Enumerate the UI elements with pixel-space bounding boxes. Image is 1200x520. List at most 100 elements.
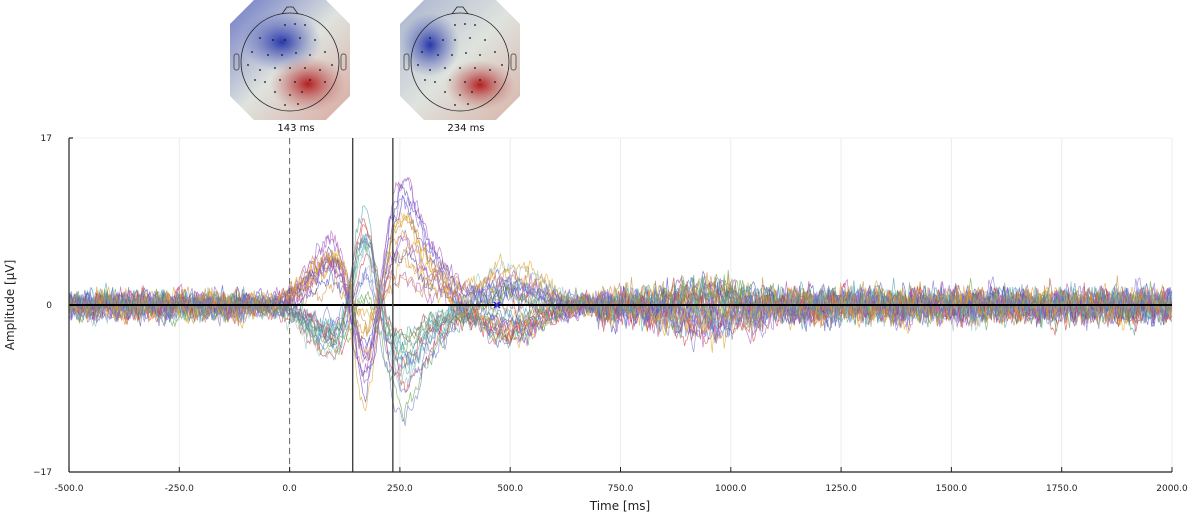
electrode-dot	[429, 69, 431, 71]
nose	[451, 6, 469, 15]
x-tick-label: -500.0	[54, 484, 83, 494]
electrode-dot	[289, 94, 291, 96]
electrode-dot	[272, 39, 274, 41]
electrode-dot	[424, 79, 426, 81]
electrode-dot	[304, 67, 306, 69]
electrode-dot	[294, 23, 296, 25]
electrode-dot	[451, 54, 453, 56]
electrode-dot	[421, 51, 423, 53]
x-tick-label: 1750.0	[1046, 484, 1078, 494]
topomap	[400, 0, 520, 120]
x-tick-label: 1500.0	[936, 484, 968, 494]
topomap-label: 143 ms	[277, 123, 314, 134]
electrode-dot	[274, 67, 276, 69]
electrode-dot	[429, 37, 431, 39]
electrode-dot	[274, 91, 276, 93]
y-tick-label: 17	[41, 134, 52, 144]
electrode-dot	[501, 64, 503, 66]
electrode-dot	[314, 39, 316, 41]
electrode-dot	[279, 79, 281, 81]
right-ear	[340, 53, 347, 71]
electrode-dot	[259, 37, 261, 39]
electrode-dot	[295, 52, 297, 54]
electrode-dot	[464, 23, 466, 25]
channel-trace	[68, 243, 1172, 362]
electrode-dot	[449, 79, 451, 81]
electrode-dot	[301, 91, 303, 93]
electrode-dot	[454, 104, 456, 106]
electrode-dot	[444, 67, 446, 69]
electrode-dot	[464, 81, 466, 83]
electrode-dot	[434, 81, 436, 83]
x-tick-label: 750.0	[608, 484, 634, 494]
x-tick-label: 1250.0	[825, 484, 857, 494]
electrode-dot	[267, 54, 269, 56]
channel-trace	[68, 213, 1172, 334]
topomap-group: 143 ms 234 ms	[230, 0, 520, 134]
channel-trace	[68, 183, 1172, 377]
electrode-dot	[489, 69, 491, 71]
electrode-dot	[304, 24, 306, 26]
axes: -500.0 -250.0 0.0 250.0 500.0 750.0 1000.0 1250…	[33, 134, 1188, 494]
electrode-dot	[297, 103, 299, 105]
x-tick-label: 2000.0	[1156, 484, 1188, 494]
negative-blob	[400, 13, 460, 77]
electrode-dot	[467, 103, 469, 105]
cursor-marker	[493, 301, 501, 309]
electrode-dot	[264, 81, 266, 83]
electrode-dot	[494, 81, 496, 83]
electrode-dot	[324, 51, 326, 53]
positive-blob	[445, 60, 515, 110]
electrode-dot	[459, 94, 461, 96]
left-ear	[233, 53, 240, 71]
electrode-dot	[479, 79, 481, 81]
electrode-dot	[454, 24, 456, 26]
x-axis-title: Time [ms]	[589, 499, 651, 513]
electrode-dot	[284, 24, 286, 26]
latency-markers	[289, 138, 501, 472]
x-tick-label: 250.0	[387, 484, 413, 494]
electrode-dot	[459, 67, 461, 69]
x-tick-label: 500.0	[497, 484, 523, 494]
nose	[281, 6, 299, 15]
channel-traces	[68, 176, 1172, 426]
x-tick-label: -250.0	[165, 484, 194, 494]
electrode-dot	[281, 54, 283, 56]
topomap-label: 234 ms	[447, 123, 484, 134]
x-tick-label: 0.0	[282, 484, 297, 494]
electrode-dot	[247, 64, 249, 66]
electrode-dot	[299, 37, 301, 39]
electrode-dot	[294, 81, 296, 83]
electrode-dot	[331, 64, 333, 66]
x-tick-label: 1000.0	[715, 484, 747, 494]
electrode-dot	[284, 39, 286, 41]
electrode-dot	[479, 54, 481, 56]
electrode-dot	[474, 67, 476, 69]
right-ear	[510, 53, 517, 71]
y-tick-label: −17	[33, 468, 52, 478]
left-ear	[403, 53, 410, 71]
electrode-dot	[437, 54, 439, 56]
electrode-dot	[254, 79, 256, 81]
electrode-dot	[465, 52, 467, 54]
electrode-dot	[474, 24, 476, 26]
electrode-dot	[442, 39, 444, 41]
head-outline	[240, 12, 340, 112]
electrode-dot	[454, 39, 456, 41]
electrode-dot	[469, 37, 471, 39]
head-outline	[410, 12, 510, 112]
electrode-dot	[324, 81, 326, 83]
y-tick-label: 0	[46, 301, 52, 311]
y-axis-title: Amplitude [μV]	[3, 260, 17, 351]
electrode-dot	[259, 69, 261, 71]
electrode-dot	[471, 91, 473, 93]
electrode-dot	[284, 104, 286, 106]
electrode-dot	[484, 39, 486, 41]
positive-blob	[270, 56, 346, 112]
topomap	[230, 0, 350, 120]
electrode-dot	[444, 91, 446, 93]
electrode-dot	[494, 51, 496, 53]
electrode-dot	[309, 54, 311, 56]
electrode-dot	[319, 69, 321, 71]
